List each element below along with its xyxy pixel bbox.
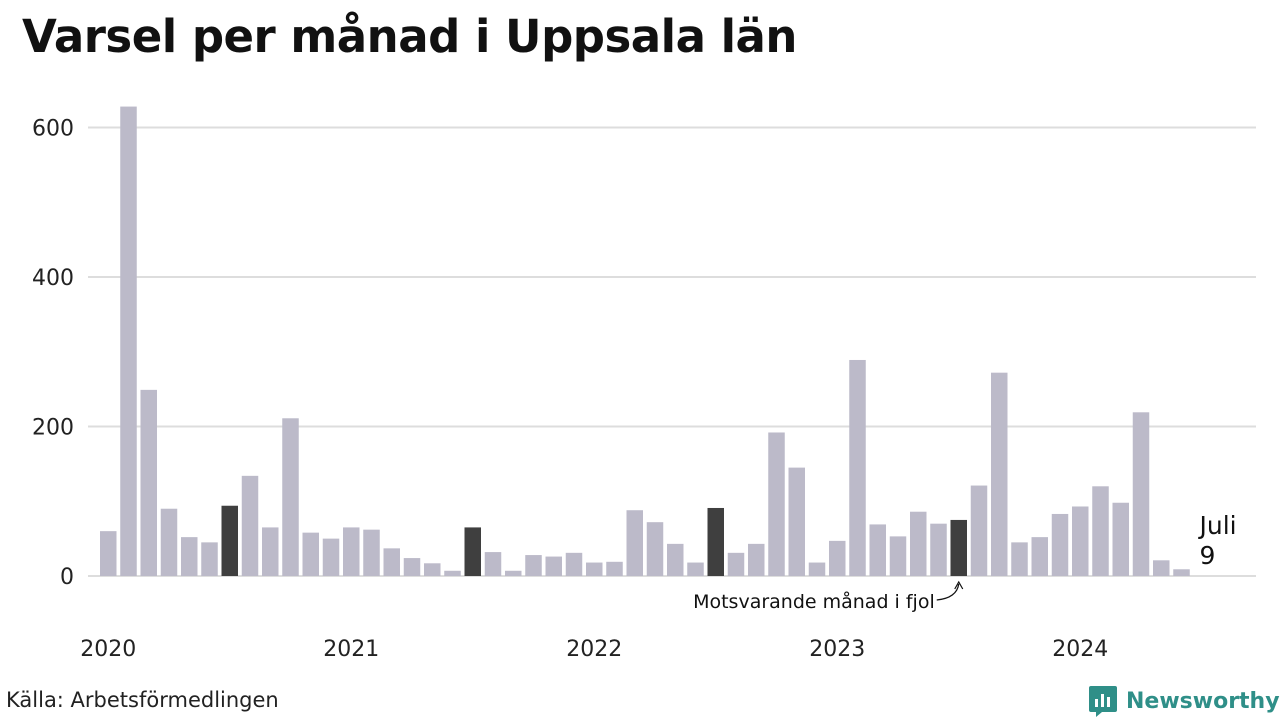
bar-2021-02	[363, 529, 380, 576]
bar-2022-07	[707, 507, 724, 576]
bar-2024-06	[1173, 569, 1190, 576]
current-month-label: Juli	[1198, 511, 1237, 540]
bar-2022-10	[768, 432, 785, 576]
bar-2023-11	[1031, 537, 1048, 576]
bar-2020-06	[201, 542, 218, 576]
bar-2023-12	[1051, 513, 1069, 576]
y-tick-label: 200	[32, 416, 74, 441]
bar-2020-11	[302, 532, 319, 576]
y-tick-label: 400	[32, 266, 74, 291]
bar-2020-07	[221, 505, 238, 576]
bar-2020-08	[241, 475, 259, 576]
bar-2023-09	[991, 372, 1008, 576]
bar-2021-03	[383, 548, 400, 576]
bar-2022-03	[626, 510, 643, 576]
bar-2022-02	[606, 561, 623, 576]
bar-2022-09	[748, 543, 765, 576]
bar-2024-03	[1112, 502, 1129, 576]
bar-2022-11	[788, 467, 805, 576]
bar-2024-02	[1092, 486, 1109, 576]
bar-2021-05	[424, 563, 441, 576]
bar-2021-01	[343, 527, 360, 576]
chart-title: Varsel per månad i Uppsala län	[22, 10, 797, 63]
bar-2020-02	[120, 106, 137, 576]
bar-2021-10	[525, 555, 542, 576]
annotation-arrow	[936, 583, 960, 601]
x-tick-label: 2022	[566, 637, 622, 662]
bar-2020-12	[322, 538, 340, 576]
bar-2023-10	[1011, 542, 1028, 576]
bar-2024-04	[1132, 412, 1150, 576]
bar-2021-08	[484, 552, 502, 576]
bar-2020-03	[140, 389, 157, 576]
x-tick-label: 2023	[809, 637, 865, 662]
bar-2023-03	[869, 524, 886, 576]
bar-2021-09	[505, 570, 522, 576]
source-note: Källa: Arbetsförmedlingen	[6, 688, 279, 712]
bar-2020-05	[181, 537, 198, 576]
bar-2020-04	[160, 508, 178, 576]
bar-2024-05	[1153, 560, 1170, 576]
brand-name: Newsworthy	[1126, 688, 1280, 714]
x-tick-label: 2021	[323, 637, 379, 662]
bar-2022-05	[667, 543, 684, 576]
bar-2022-01	[586, 562, 603, 576]
bar-2021-12	[565, 552, 583, 576]
bar-2021-07	[464, 527, 481, 576]
last-year-label: Motsvarande månad i fjol	[693, 590, 935, 613]
bar-2021-06	[444, 570, 461, 576]
bar-2023-06	[930, 523, 947, 576]
bar-2022-12	[808, 562, 826, 576]
x-tick-label: 2020	[80, 637, 136, 662]
newsworthy-logo-icon	[1089, 686, 1117, 717]
y-axis-ticks: 0 200 400 600	[32, 117, 74, 591]
bar-2021-04	[403, 558, 421, 576]
bar-2022-08	[727, 552, 745, 576]
bar-2022-06	[687, 562, 704, 576]
y-tick-label: 600	[32, 117, 74, 142]
annotation-arrowhead	[954, 580, 964, 590]
bar-2023-08	[970, 485, 988, 576]
current-value-label: 9	[1200, 541, 1216, 570]
bar-2020-01	[100, 531, 117, 576]
x-tick-label: 2024	[1052, 637, 1108, 662]
bar-2023-04	[889, 536, 907, 576]
x-axis-ticks: 2020 2021 2022 2023 2024	[80, 637, 1108, 662]
bar-2023-07	[950, 519, 967, 576]
bars	[100, 106, 1190, 576]
bar-2020-09	[262, 527, 279, 576]
bar-2023-01	[829, 540, 846, 576]
bar-2022-04	[646, 522, 664, 576]
brand-logo[interactable]: Newsworthy	[1088, 684, 1280, 718]
y-tick-label: 0	[60, 565, 74, 590]
bar-2023-02	[849, 359, 866, 576]
bar-2020-10	[282, 418, 299, 576]
bar-2024-01	[1072, 506, 1089, 576]
bar-2021-11	[545, 556, 562, 576]
bar-2023-05	[910, 511, 927, 576]
